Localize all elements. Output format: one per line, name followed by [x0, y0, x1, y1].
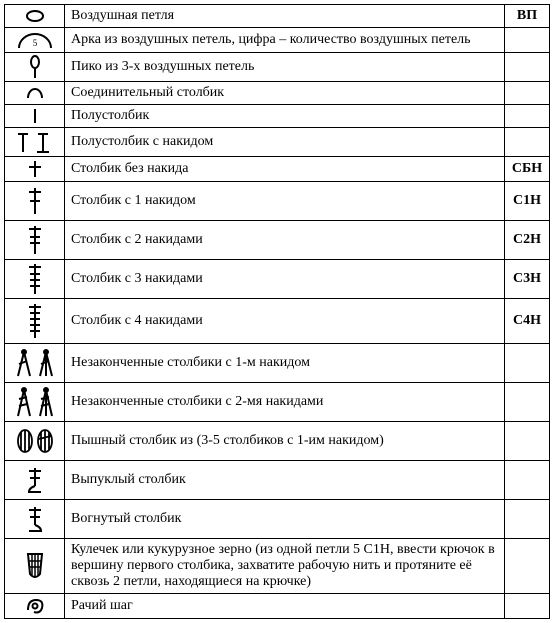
abbr-cell [505, 344, 550, 383]
symbol-cell [5, 299, 65, 344]
abbr-cell [505, 539, 550, 594]
table-row: Рачий шаг [5, 594, 550, 619]
table-row: Кулечек или кукурузное зерно (из одной п… [5, 539, 550, 594]
description-cell: Незаконченные столбики с 2-мя накидами [65, 383, 505, 422]
crochet-legend-table: Воздушная петля ВП 5 Арка из воздушных п… [4, 4, 550, 619]
table-row: Столбик с 4 накидами С4Н [5, 299, 550, 344]
symbol-cell [5, 383, 65, 422]
abbr-cell [505, 500, 550, 539]
description-cell: Полустолбик [65, 105, 505, 128]
description-cell: Столбик без накида [65, 157, 505, 182]
description-cell: Столбик с 4 накидами [65, 299, 505, 344]
symbol-cell [5, 82, 65, 105]
dc2-icon [27, 224, 43, 256]
symbol-cell [5, 461, 65, 500]
sc-icon [27, 159, 43, 179]
table-row: Незаконченные столбики с 1-м накидом [5, 344, 550, 383]
symbol-cell [5, 422, 65, 461]
symbol-cell: 5 [5, 28, 65, 53]
table-row: Полустолбик [5, 105, 550, 128]
dc3-icon [27, 262, 43, 296]
description-cell: Кулечек или кукурузное зерно (из одной п… [65, 539, 505, 594]
table-row: Столбик с 2 накидами С2Н [5, 221, 550, 260]
symbol-cell [5, 128, 65, 157]
symbol-cell [5, 182, 65, 221]
popcorn-icon [23, 550, 47, 582]
chain-arch-icon: 5 [15, 30, 55, 50]
symbol-cell [5, 344, 65, 383]
abbr-cell: С2Н [505, 221, 550, 260]
slip-stitch-icon [25, 86, 45, 100]
svg-text:5: 5 [32, 38, 37, 48]
symbol-cell [5, 157, 65, 182]
symbol-cell [5, 260, 65, 299]
abbr-cell [505, 383, 550, 422]
table-row: Столбик без накида СБН [5, 157, 550, 182]
description-cell: Рачий шаг [65, 594, 505, 619]
table-row: 5 Арка из воздушных петель, цифра – коли… [5, 28, 550, 53]
abbr-cell: СБН [505, 157, 550, 182]
table-row: Пышный столбик из (3-5 столбиков с 1-им … [5, 422, 550, 461]
symbol-cell [5, 221, 65, 260]
back-post-icon [25, 505, 45, 533]
puff-icon [15, 427, 55, 455]
symbol-cell [5, 105, 65, 128]
symbol-cell [5, 500, 65, 539]
front-post-icon [25, 466, 45, 494]
description-cell: Пико из 3-х воздушных петель [65, 53, 505, 82]
symbol-cell [5, 539, 65, 594]
abbr-cell [505, 28, 550, 53]
table-row: Пико из 3-х воздушных петель [5, 53, 550, 82]
half-dc-icon [15, 130, 55, 154]
description-cell: Столбик с 3 накидами [65, 260, 505, 299]
description-cell: Выпуклый столбик [65, 461, 505, 500]
description-cell: Полустолбик с накидом [65, 128, 505, 157]
description-cell: Столбик с 1 накидом [65, 182, 505, 221]
abbr-cell: С4Н [505, 299, 550, 344]
description-cell: Арка из воздушных петель, цифра – количе… [65, 28, 505, 53]
abbr-cell [505, 461, 550, 500]
table-row: Воздушная петля ВП [5, 5, 550, 28]
abbr-cell: С3Н [505, 260, 550, 299]
abbr-cell [505, 422, 550, 461]
abbr-cell: С1Н [505, 182, 550, 221]
abbr-cell [505, 594, 550, 619]
symbol-cell [5, 53, 65, 82]
description-cell: Соединительный столбик [65, 82, 505, 105]
symbol-cell [5, 594, 65, 619]
picot-icon [27, 55, 43, 79]
half-stitch-icon [31, 108, 39, 124]
table-row: Незаконченные столбики с 2-мя накидами [5, 383, 550, 422]
abbr-cell [505, 82, 550, 105]
table-row: Выпуклый столбик [5, 461, 550, 500]
cluster1-icon [13, 348, 57, 378]
chain-stitch-icon [24, 9, 46, 23]
abbr-cell [505, 128, 550, 157]
symbol-cell [5, 5, 65, 28]
crab-stitch-icon [24, 596, 46, 616]
description-cell: Вогнутый столбик [65, 500, 505, 539]
cluster2-icon [13, 386, 57, 418]
abbr-cell [505, 105, 550, 128]
abbr-header: ВП [505, 5, 550, 28]
table-row: Полустолбик с накидом [5, 128, 550, 157]
dc4-icon [27, 302, 43, 340]
description-cell: Столбик с 2 накидами [65, 221, 505, 260]
description-cell: Воздушная петля [65, 5, 505, 28]
table-row: Соединительный столбик [5, 82, 550, 105]
table-row: Столбик с 1 накидом С1Н [5, 182, 550, 221]
table-row: Вогнутый столбик [5, 500, 550, 539]
abbr-cell [505, 53, 550, 82]
description-cell: Незаконченные столбики с 1-м накидом [65, 344, 505, 383]
table-row: Столбик с 3 накидами С3Н [5, 260, 550, 299]
dc1-icon [27, 186, 43, 216]
description-cell: Пышный столбик из (3-5 столбиков с 1-им … [65, 422, 505, 461]
